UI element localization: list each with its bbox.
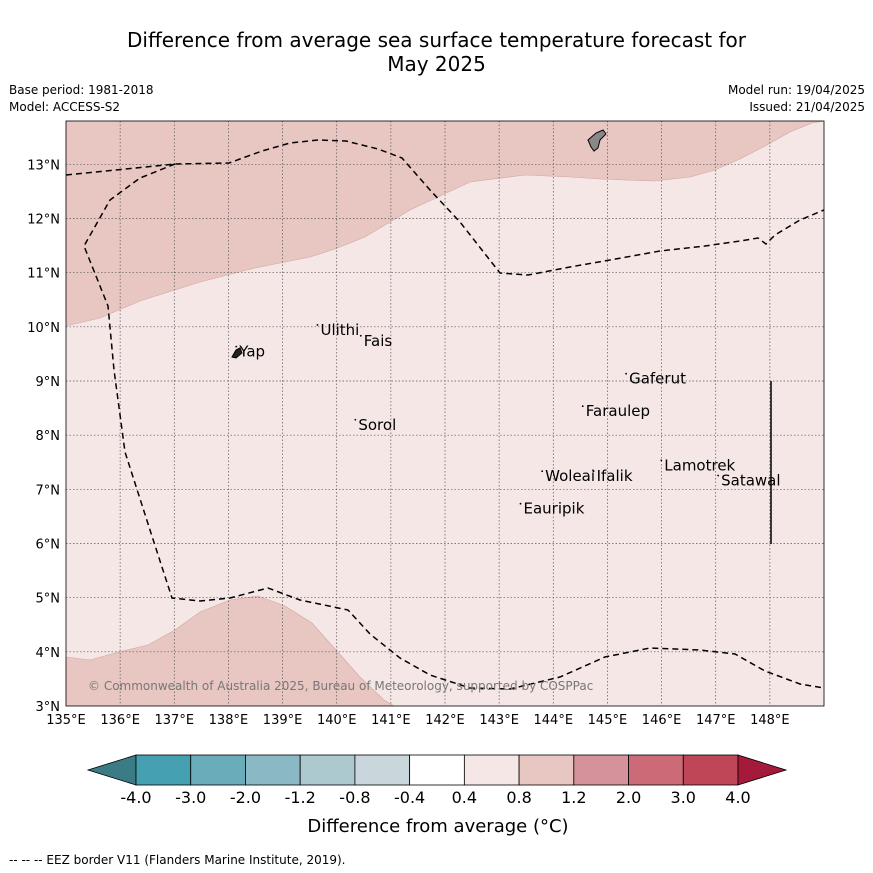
place-marker [354,418,357,421]
copyright-notice: © Commonwealth of Australia 2025, Bureau… [88,679,593,693]
lat-tick-label: 7°N [36,483,61,498]
place-marker [717,474,720,477]
lon-tick-label: 142°E [425,713,465,728]
colorbar-tick-label: 4.0 [725,788,750,807]
place-marker [581,405,584,408]
place-marker [235,345,238,348]
colorbar-swatch [354,754,411,786]
map-title-line2: May 2025 [387,52,486,76]
lat-tick-label: 9°N [36,375,61,390]
model-name: Model: ACCESS-S2 [9,100,121,114]
lon-tick-label: 140°E [317,713,357,728]
colorbar-tick-label: -1.2 [285,788,316,807]
model-run: Model run: 19/04/2025 [727,83,865,97]
colorbar-swatch [682,754,739,786]
lon-tick-label: 137°E [155,713,195,728]
latitude-tick-labels: 3°N 4°N 5°N 6°N 7°N 8°N 9°N 10°N 11°N 12°N 13°N [27,158,60,715]
lon-tick-label: 139°E [263,713,303,728]
lon-tick-label: 148°E [750,713,790,728]
place-label-satawal: Satawal [721,472,780,490]
place-labels: Yap Ulithi Fais Gaferut Faraulep Sorol Lamotre… [235,321,781,518]
place-marker [316,324,319,326]
longitude-tick-labels: 135°E 136°E 137°E 138°E 139°E 140°E 141°E 142°E… [46,713,789,728]
colorbar-tick-label: 2.0 [616,788,641,807]
lon-tick-label: 141°E [371,713,411,728]
place-marker [625,372,627,375]
colorbar-extend-low [86,754,137,786]
colorbar-tick-label: 1.2 [561,788,586,807]
colorbar-tick-label: 0.4 [452,788,477,807]
place-label-ulithi: Ulithi [320,321,359,339]
colorbar-tick-label: -0.8 [339,788,370,807]
colorbar-tick-label: -3.0 [175,788,206,807]
place-label-ifalik: Ifalik [597,467,633,485]
colorbar: -4.0 -3.0 -2.0 -1.2 -0.8 -0.4 0.4 0.8 1.2 2.0 3.0 4… [86,754,788,807]
lat-tick-label: 4°N [36,646,61,661]
map-title-line1: Difference from average sea surface temp… [126,28,746,52]
place-label-faraulep: Faraulep [586,402,650,420]
lon-tick-label: 144°E [534,713,574,728]
place-marker [519,502,522,505]
eez-footnote: -- -- -- EEZ border V11 (Flanders Marine… [9,853,346,867]
guam-island-shape [587,129,607,152]
lat-tick-label: 5°N [36,592,61,607]
colorbar-tick-label: 0.8 [506,788,531,807]
colorbar-swatch [190,754,246,786]
place-marker [541,470,544,473]
yap-island-shape [231,347,243,359]
colorbar-swatch [299,754,356,786]
lat-tick-label: 10°N [27,321,60,336]
lat-tick-label: 11°N [27,267,60,282]
place-marker [660,459,663,462]
base-period: Base period: 1981-2018 [9,83,154,97]
place-label-eauripik: Eauripik [524,500,585,518]
eez-border [66,139,824,690]
colorbar-title: Difference from average (°C) [307,816,568,837]
lat-tick-label: 12°N [27,213,60,228]
issued-date: Issued: 21/04/2025 [749,100,865,114]
colorbar-swatch [463,754,520,786]
anomaly-region-south-0.8-1.2 [66,595,395,706]
colorbar-swatch [573,754,629,786]
lon-tick-label: 136°E [100,713,140,728]
colorbar-tick-label: -2.0 [230,788,261,807]
colorbar-tick-label: 3.0 [671,788,696,807]
colorbar-swatch [628,754,684,786]
lat-tick-label: 8°N [36,429,61,444]
lon-tick-label: 143°E [479,713,519,728]
place-label-sorol: Sorol [358,416,396,434]
place-label-fais: Fais [364,332,393,350]
plot-frame [65,120,825,707]
lon-tick-label: 147°E [696,713,736,728]
lon-tick-label: 138°E [209,713,249,728]
colorbar-swatch [409,754,465,786]
place-label-lamotrek: Lamotrek [664,456,735,474]
place-label-gaferut: Gaferut [629,370,686,388]
place-label-woleai: Woleai [545,467,595,485]
lon-tick-label: 145°E [588,713,628,728]
anomaly-region-north-0.8-1.2 [66,121,824,327]
colorbar-tick-label: -4.0 [120,788,151,807]
colorbar-tick-label: -0.4 [394,788,425,807]
lat-tick-label: 6°N [36,538,61,553]
colorbar-extend-high [737,754,788,786]
colorbar-swatch [245,754,301,786]
lat-tick-label: 3°N [36,700,61,715]
lat-tick-label: 13°N [27,158,60,173]
colorbar-swatch [518,754,575,786]
lon-tick-label: 146°E [642,713,682,728]
map-gridlines [66,121,824,706]
place-marker [359,334,362,337]
colorbar-swatch [135,754,192,786]
lon-tick-label: 135°E [46,713,86,728]
place-marker [592,470,595,473]
place-label-yap: Yap [238,343,265,361]
